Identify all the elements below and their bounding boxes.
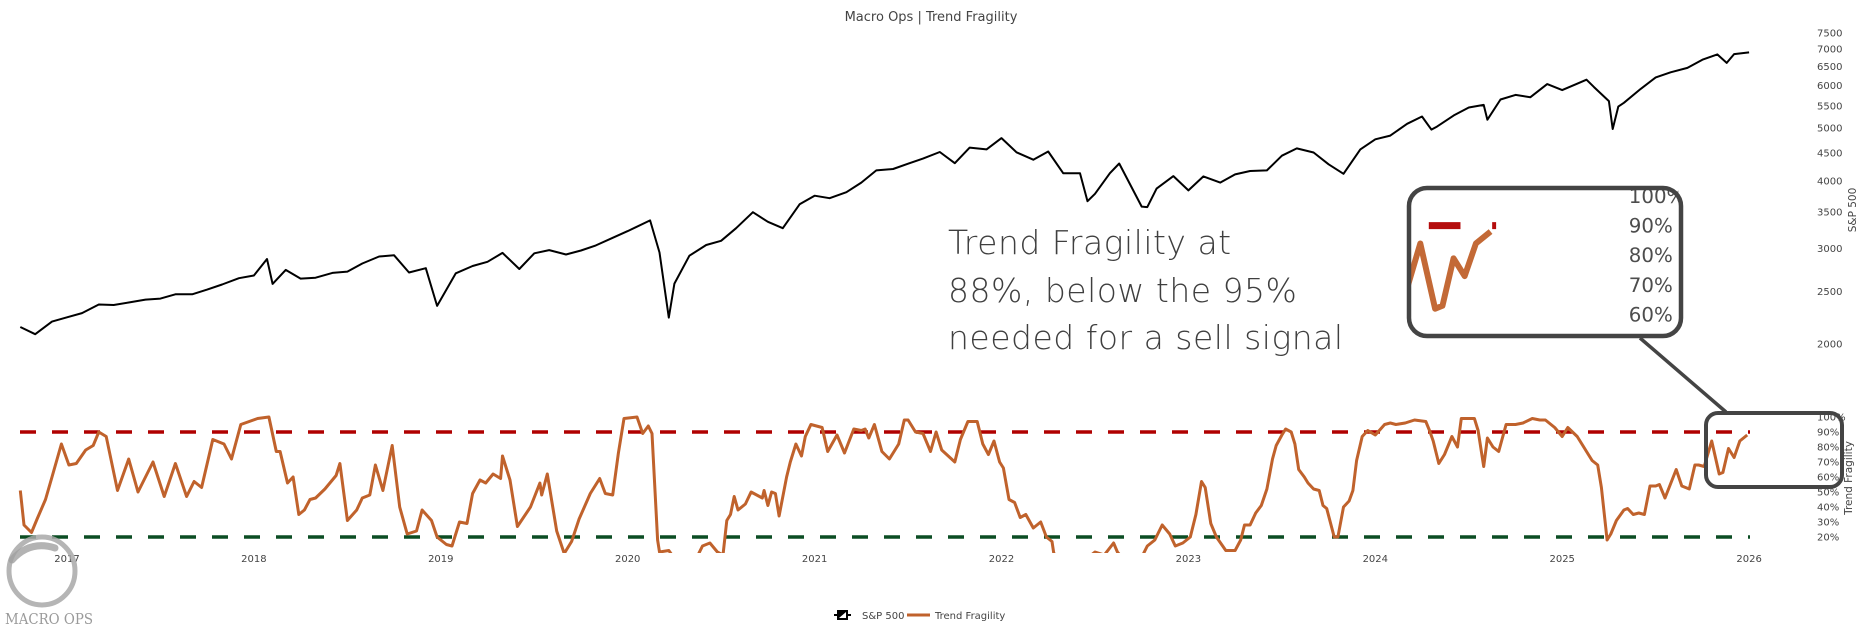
sp500-tick-label: 5000 <box>1817 124 1842 135</box>
legend: S&P 500 Trend Fragility <box>834 610 1005 622</box>
logo-circle-icon <box>6 534 78 608</box>
sp500-tick-label: 7500 <box>1817 28 1842 39</box>
logo-text: MACRO OPS <box>5 610 93 628</box>
x-tick-label: 2018 <box>241 554 266 565</box>
annotation-line-2: 88%, below the 95% <box>948 271 1297 310</box>
trend-fragility-tick-label: 60% <box>1817 473 1839 484</box>
annotation-line-1: Trend Fragility at <box>948 223 1232 262</box>
x-tick-label: 2022 <box>989 554 1014 565</box>
x-tick-label: 2017 <box>54 554 79 565</box>
callout-connector <box>1638 336 1728 414</box>
x-tick-label: 2021 <box>802 554 827 565</box>
trend-fragility-tick-label: 20% <box>1817 533 1839 544</box>
sp500-axis-ticks: 2000 2500 3000 3500 4000 4500 5000 5500 6000 6500… <box>1817 28 1842 350</box>
sp500-tick-label: 7000 <box>1817 45 1842 56</box>
inset-frame <box>1406 185 1684 339</box>
trend-fragility-tick-label: 100% <box>1817 413 1846 424</box>
x-tick-label: 2026 <box>1736 554 1761 565</box>
sp500-line <box>19 51 1750 336</box>
chart-title: Macro Ops | Trend Fragility <box>845 10 1018 25</box>
highlight-box <box>1704 411 1844 489</box>
sp500-panel: 2000 2500 3000 3500 4000 4500 5000 5500 6000 6500… <box>19 28 1859 351</box>
trend-fragility-axis-ticks: 20% 30% 40% 50% 60% 70% 80% 90% 100% <box>1817 413 1846 544</box>
sp500-tick-label: 4000 <box>1817 176 1842 187</box>
trend-fragility-tick-label: 70% <box>1817 458 1839 469</box>
sp500-tick-label: 6000 <box>1817 81 1842 92</box>
trend-fragility-line <box>18 415 1749 553</box>
trend-fragility-panel: 20% 30% 40% 50% 60% 70% 80% 90% 100% <box>18 413 1846 553</box>
x-tick-label: 2023 <box>1176 554 1201 565</box>
legend-label-sp500: S&P 500 <box>862 611 904 622</box>
x-tick-label: 2019 <box>428 554 453 565</box>
legend-item-sp500[interactable]: S&P 500 <box>834 610 904 622</box>
trend-fragility-tick-label: 40% <box>1817 503 1839 514</box>
trend-fragility-tick-label: 80% <box>1817 443 1839 454</box>
sp500-tick-label: 6500 <box>1817 62 1842 73</box>
legend-item-trend-fragility[interactable]: Trend Fragility <box>907 611 1005 622</box>
x-axis-ticks: 2017 2018 2019 2020 2021 2022 2023 2024 2025 2026 <box>54 554 1762 565</box>
x-tick-label: 2020 <box>615 554 640 565</box>
magnified-inset <box>1406 185 1684 339</box>
trend-fragility-axis-title: Trend Fragility <box>1843 441 1855 516</box>
x-tick-label: 2024 <box>1363 554 1388 565</box>
sp500-tick-label: 2500 <box>1817 287 1842 298</box>
trend-fragility-tick-label: 90% <box>1817 428 1839 439</box>
sp500-tick-label: 3000 <box>1817 244 1842 255</box>
x-tick-label: 2025 <box>1549 554 1574 565</box>
sp500-tick-label: 2000 <box>1817 340 1842 351</box>
annotation-line-3: needed for a sell signal <box>948 318 1344 357</box>
trend-fragility-tick-label: 30% <box>1817 518 1839 529</box>
legend-label-trend-fragility: Trend Fragility <box>934 611 1005 622</box>
sp500-tick-label: 4500 <box>1817 149 1842 160</box>
sp500-tick-label: 5500 <box>1817 101 1842 112</box>
trend-fragility-tick-label: 50% <box>1817 488 1839 499</box>
sp500-axis-title: S&P 500 <box>1847 188 1859 233</box>
annotation: Trend Fragility at 88%, below the 95% ne… <box>948 223 1344 357</box>
macro-ops-logo: MACRO OPS <box>5 534 93 628</box>
sp500-tick-label: 3500 <box>1817 208 1842 219</box>
